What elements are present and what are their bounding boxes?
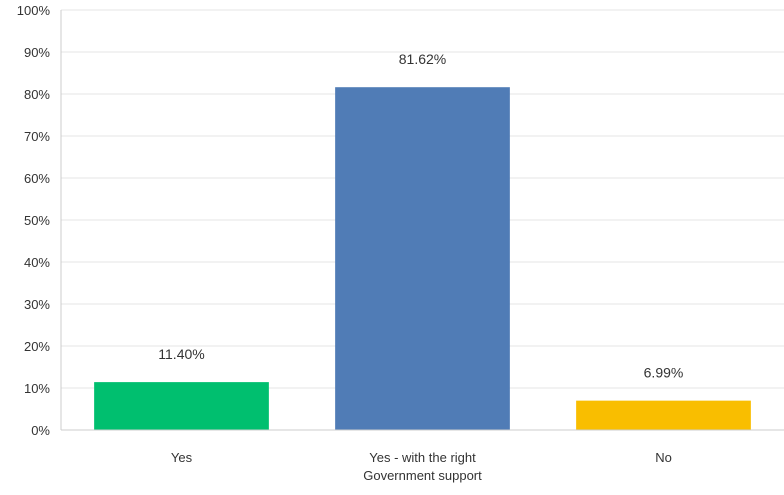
x-category-label: Yes - with the right Government support (363, 450, 482, 483)
y-tick-label: 10% (24, 381, 50, 396)
y-tick-label: 40% (24, 255, 50, 270)
bars (94, 87, 751, 431)
x-axis-category-labels: Yes Yes - with the right Government suppor… (171, 450, 672, 483)
x-category-label-line: Yes - with the right (369, 450, 476, 465)
bar (94, 382, 269, 430)
y-tick-label: 20% (24, 339, 50, 354)
y-tick-label: 100% (17, 3, 51, 18)
data-label: 6.99% (644, 365, 684, 381)
x-category-label-line: No (655, 450, 672, 465)
y-tick-label: 90% (24, 45, 50, 60)
y-tick-label: 50% (24, 213, 50, 228)
y-tick-label: 60% (24, 171, 50, 186)
y-tick-label: 0% (31, 423, 50, 438)
x-category-label-line: Yes (171, 450, 193, 465)
data-labels: 11.40% 81.62% 6.99% (158, 51, 683, 380)
bar (335, 87, 510, 431)
x-category-label: Yes (171, 450, 193, 465)
y-tick-label: 80% (24, 87, 50, 102)
data-label: 81.62% (399, 51, 446, 67)
y-tick-label: 70% (24, 129, 50, 144)
x-category-label: No (655, 450, 672, 465)
bar (576, 400, 751, 430)
x-category-label-line: Government support (363, 468, 482, 483)
data-label: 11.40% (158, 346, 204, 362)
y-axis-tick-labels: 0% 10% 20% 30% 40% 50% 60% 70% 80% 90% 100% (17, 3, 51, 438)
y-tick-label: 30% (24, 297, 50, 312)
